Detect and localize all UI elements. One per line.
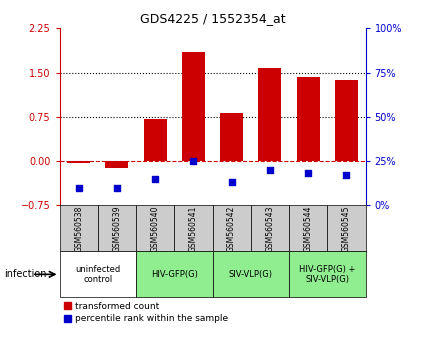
Point bbox=[305, 171, 312, 176]
Point bbox=[190, 158, 197, 164]
Text: GSM560545: GSM560545 bbox=[342, 205, 351, 252]
Text: HIV-GFP(G): HIV-GFP(G) bbox=[151, 270, 198, 279]
Text: HIV-GFP(G) +
SIV-VLP(G): HIV-GFP(G) + SIV-VLP(G) bbox=[299, 265, 355, 284]
Bar bbox=[335, 80, 358, 161]
Point bbox=[152, 176, 159, 182]
Bar bbox=[136, 251, 212, 297]
Bar bbox=[212, 251, 289, 297]
Point bbox=[113, 185, 120, 190]
Bar bbox=[289, 205, 327, 251]
Text: GSM560541: GSM560541 bbox=[189, 205, 198, 252]
Bar bbox=[251, 205, 289, 251]
Bar bbox=[67, 161, 90, 164]
Text: GSM560543: GSM560543 bbox=[265, 205, 275, 252]
Text: GSM560544: GSM560544 bbox=[303, 205, 313, 252]
Bar bbox=[182, 52, 205, 161]
Text: infection: infection bbox=[4, 269, 47, 279]
Bar bbox=[220, 113, 243, 161]
Text: GSM560539: GSM560539 bbox=[112, 205, 122, 252]
Bar bbox=[136, 205, 174, 251]
Text: GDS4225 / 1552354_at: GDS4225 / 1552354_at bbox=[140, 12, 285, 25]
Bar bbox=[327, 205, 366, 251]
Bar bbox=[105, 161, 128, 168]
Point bbox=[75, 185, 82, 190]
Text: GSM560542: GSM560542 bbox=[227, 205, 236, 252]
Point bbox=[343, 172, 350, 178]
Point bbox=[228, 179, 235, 185]
Text: GSM560538: GSM560538 bbox=[74, 205, 83, 252]
Legend: transformed count, percentile rank within the sample: transformed count, percentile rank withi… bbox=[64, 302, 228, 324]
Bar bbox=[144, 119, 167, 161]
Bar bbox=[60, 251, 136, 297]
Bar bbox=[212, 205, 251, 251]
Text: uninfected
control: uninfected control bbox=[75, 265, 120, 284]
Point bbox=[266, 167, 273, 173]
Bar bbox=[258, 68, 281, 161]
Bar bbox=[297, 77, 320, 161]
Bar bbox=[289, 251, 366, 297]
Bar bbox=[60, 205, 98, 251]
Text: SIV-VLP(G): SIV-VLP(G) bbox=[229, 270, 273, 279]
Bar bbox=[98, 205, 136, 251]
Text: GSM560540: GSM560540 bbox=[150, 205, 160, 252]
Bar bbox=[174, 205, 212, 251]
